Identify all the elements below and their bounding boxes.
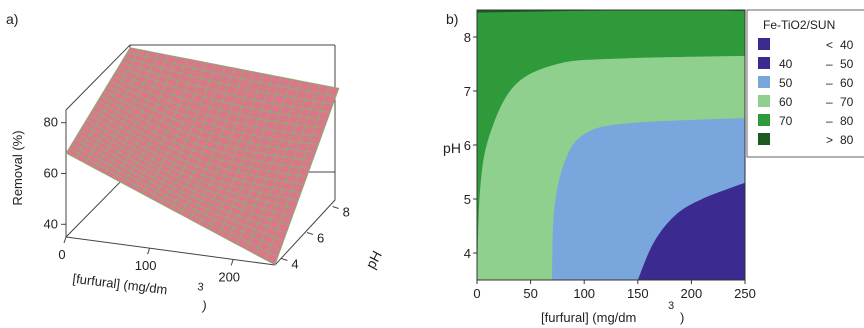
x-tick-label: 100	[135, 258, 157, 273]
legend-low: 40	[779, 57, 793, 71]
x-axis-label-b-sup: 3	[668, 300, 674, 312]
x-tick-label: 50	[523, 286, 537, 301]
x-axis-label-a-close: )	[201, 298, 207, 313]
x-tick-mark	[230, 259, 234, 266]
legend-separator: <	[826, 38, 833, 52]
contour-regions	[477, 10, 745, 280]
legend-separator: >	[826, 133, 833, 147]
y-tick-label: 8	[464, 30, 471, 45]
x-tick-mark	[147, 248, 151, 255]
legend-separator: –	[826, 57, 833, 71]
legend-swatch	[758, 57, 770, 69]
x-axis-label-b: [furfural] (mg/dm 3 )	[541, 300, 684, 325]
legend-swatch	[758, 133, 770, 145]
legend-swatch	[758, 76, 770, 88]
legend-high: 80	[840, 133, 854, 147]
panel-b-axes: 0 50 100 150 200 250 4 5 6 7 8	[464, 30, 756, 301]
legend-low: 50	[779, 76, 793, 90]
y-tick-label: 8	[343, 205, 350, 220]
legend-swatch	[758, 95, 770, 107]
legend-separator: –	[826, 76, 833, 90]
x-tick-label: 150	[627, 286, 649, 301]
z-tick-label: 60	[44, 166, 58, 181]
surface-cell	[326, 86, 340, 97]
y-tick-mark	[281, 258, 288, 261]
panel-a-label: a)	[6, 11, 18, 27]
x-axis-label-b-close: )	[680, 310, 684, 325]
z-axis-label: Removal (%)	[10, 130, 25, 205]
y-tick-mark	[332, 206, 339, 209]
panel-a-axes: 40 60 80 0 100 200 4 6 8	[44, 115, 350, 285]
panel-b: b) 0 50 100 150 200 250 4 5 6 7 8 pH [furfural] (m…	[443, 9, 864, 325]
legend-high: 60	[840, 76, 854, 90]
box-floor-front	[65, 172, 336, 266]
y-tick-label: 6	[317, 231, 324, 246]
z-tick-label: 80	[44, 115, 58, 130]
legend-low: 70	[779, 114, 793, 128]
x-tick-label: 250	[734, 286, 756, 301]
x-tick-label: 0	[473, 286, 480, 301]
y-axis-label-a: pH	[362, 248, 385, 271]
surface-mesh	[65, 47, 340, 266]
legend-separator: –	[826, 114, 833, 128]
y-tick-label: 4	[464, 246, 471, 261]
y-tick-label: 5	[464, 192, 471, 207]
x-axis-label-a-sup: 3	[197, 281, 205, 294]
x-tick-label: 0	[58, 247, 65, 262]
y-tick-label: 7	[464, 84, 471, 99]
panel-a: a) 40 60 80 0 100 200 4 6 8 Removal (%) pH [furf…	[6, 11, 385, 313]
legend-high: 50	[840, 57, 854, 71]
x-tick-label: 100	[573, 286, 595, 301]
x-axis-label-b-text: [furfural] (mg/dm	[541, 310, 636, 325]
x-tick-label: 200	[218, 269, 240, 284]
legend-high: 80	[840, 114, 854, 128]
legend-swatch	[758, 38, 770, 50]
legend-high: 40	[840, 38, 854, 52]
z-tick-label: 40	[44, 216, 58, 231]
panel-b-label: b)	[446, 11, 458, 27]
y-tick-mark	[306, 232, 314, 235]
x-tick-mark	[63, 236, 67, 244]
x-axis-label-a-text: [furfural] (mg/dm	[72, 271, 168, 298]
legend-high: 70	[840, 95, 854, 109]
legend-title: Fe-TiO2/SUN	[763, 18, 835, 32]
legend-swatch	[758, 114, 770, 126]
legend-low: 60	[779, 95, 793, 109]
region-below-50	[637, 182, 745, 280]
legend-separator: –	[826, 95, 833, 109]
y-tick-label: 6	[464, 138, 471, 153]
x-tick-label: 200	[681, 286, 703, 301]
y-tick-label: 4	[291, 257, 298, 272]
y-axis-label-b: pH	[443, 140, 461, 156]
